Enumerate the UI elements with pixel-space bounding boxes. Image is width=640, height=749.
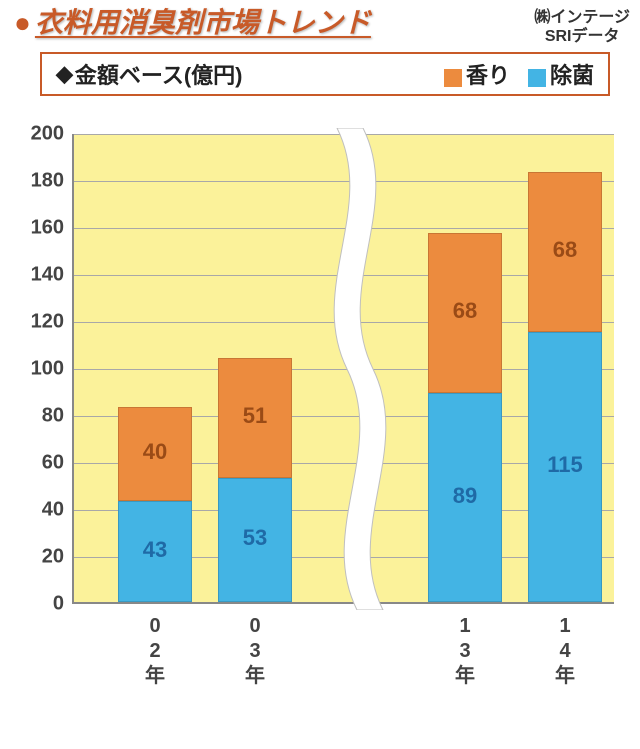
legend-swatch-icon: [528, 69, 546, 87]
bar-value-label: 115: [529, 452, 601, 478]
y-tick-label: 0: [20, 593, 64, 616]
legend-diamond-icon: ◆: [56, 61, 73, 87]
y-tick-label: 120: [20, 311, 64, 334]
legend-swatch-icon: [444, 69, 462, 87]
bar-value-label: 53: [219, 525, 291, 551]
data-source: ㈱インテージ SRIデータ: [534, 8, 630, 46]
grid-line: [74, 134, 614, 135]
legend-main-sub: (億円): [184, 58, 243, 90]
bar-segment-bottom: 115: [528, 332, 602, 602]
legend-item-香り: 香り: [444, 63, 510, 88]
bar-segment-top: 40: [118, 407, 192, 501]
chart: 020406080100120140160180200434002年535103…: [18, 134, 622, 694]
header: ● 衣料用消臭剤市場トレンド ㈱インテージ SRIデータ: [0, 0, 640, 46]
legend: ◆ 金額ベース (億円) 香り 除菌: [40, 52, 610, 96]
legend-item-label: 除菌: [550, 63, 594, 88]
y-tick-label: 180: [20, 170, 64, 193]
y-tick-label: 40: [20, 499, 64, 522]
bar-value-label: 51: [219, 403, 291, 429]
bar-value-label: 68: [429, 298, 501, 324]
y-tick-label: 20: [20, 546, 64, 569]
bar-segment-bottom: 89: [428, 393, 502, 602]
bar-value-label: 43: [119, 537, 191, 563]
x-tick-label: 03年: [218, 614, 292, 689]
page-title: 衣料用消臭剤市場トレンド: [35, 8, 371, 39]
bar-value-label: 68: [529, 237, 601, 263]
title-bullet: ●: [14, 8, 31, 39]
bar-value-label: 89: [429, 483, 501, 509]
bar-segment-bottom: 43: [118, 501, 192, 602]
legend-main-label: 金額ベース: [75, 58, 184, 90]
source-line-1: ㈱インテージ: [534, 8, 630, 27]
bar-segment-top: 68: [528, 172, 602, 332]
y-tick-label: 140: [20, 264, 64, 287]
source-line-2: SRIデータ: [534, 27, 630, 46]
y-tick-label: 160: [20, 217, 64, 240]
x-tick-label: 13年: [428, 614, 502, 689]
y-tick-label: 80: [20, 405, 64, 428]
bar-segment-top: 51: [218, 358, 292, 478]
y-tick-label: 60: [20, 452, 64, 475]
y-tick-label: 100: [20, 358, 64, 381]
plot-area: 020406080100120140160180200434002年535103…: [72, 134, 614, 604]
legend-item-除菌: 除菌: [528, 63, 594, 88]
legend-item-label: 香り: [466, 63, 510, 88]
bar-value-label: 40: [119, 439, 191, 465]
legend-series: 香り 除菌: [426, 58, 594, 90]
bar-segment-top: 68: [428, 233, 502, 393]
y-tick-label: 200: [20, 123, 64, 146]
x-tick-label: 14年: [528, 614, 602, 689]
bar-segment-bottom: 53: [218, 478, 292, 603]
x-tick-label: 02年: [118, 614, 192, 689]
